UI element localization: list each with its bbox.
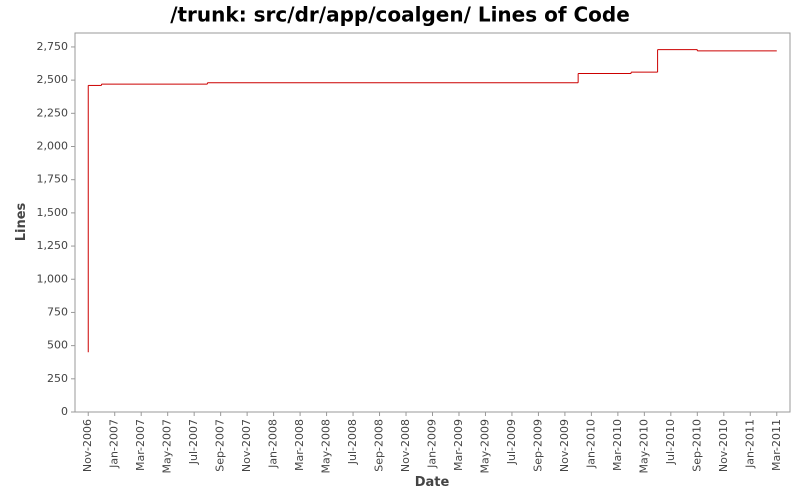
x-tick-label: Nov-2008: [399, 419, 412, 472]
y-tick-label: 2,250: [37, 106, 69, 119]
y-tick-label: 2,500: [37, 73, 69, 86]
y-tick-label: 250: [47, 372, 68, 385]
x-axis-title: Date: [415, 475, 450, 490]
x-tick-label: May-2007: [161, 419, 174, 474]
x-tick-label: Sep-2007: [214, 419, 227, 472]
y-tick-label: 750: [47, 305, 68, 318]
x-tick-label: Jul-2007: [187, 419, 200, 465]
x-tick-label: Sep-2008: [373, 419, 386, 472]
x-tick-label: Mar-2009: [452, 419, 465, 471]
x-tick-label: Sep-2010: [690, 419, 703, 472]
x-tick-label: Mar-2011: [770, 419, 783, 471]
x-tick-label: Sep-2009: [531, 419, 544, 472]
x-tick-label: Jan-2010: [584, 419, 597, 469]
x-tick-label: Jan-2007: [108, 419, 121, 469]
x-tick-label: Nov-2010: [717, 419, 730, 472]
x-tick-label: Jan-2009: [426, 419, 439, 469]
x-tick-label: Nov-2006: [81, 419, 94, 472]
y-tick-label: 2,750: [37, 40, 69, 53]
y-tick-label: 1,500: [37, 206, 69, 219]
x-tick-label: Mar-2008: [293, 419, 306, 471]
y-tick-label: 1,000: [37, 272, 69, 285]
x-tick-label: Mar-2010: [611, 419, 624, 471]
x-tick-label: Jul-2008: [346, 419, 359, 465]
x-tick-label: Mar-2007: [134, 419, 147, 471]
x-tick-label: May-2010: [637, 419, 650, 474]
x-tick-label: Nov-2009: [558, 419, 571, 472]
x-tick-label: Jul-2009: [505, 419, 518, 465]
plot-area: [74, 32, 791, 413]
x-tick-label: May-2008: [320, 419, 333, 474]
y-tick-label: 1,750: [37, 173, 69, 186]
y-axis-title: Lines: [14, 202, 29, 241]
y-tick-label: 500: [47, 339, 68, 352]
y-tick-label: 2,000: [37, 140, 69, 153]
x-tick-label: May-2009: [478, 419, 491, 474]
x-tick-label: Jul-2010: [664, 419, 677, 465]
x-tick-label: Jan-2011: [743, 419, 756, 469]
y-tick-label: 1,250: [37, 239, 69, 252]
y-tick-label: 0: [61, 405, 68, 418]
chart-title: /trunk: src/dr/app/coalgen/ Lines of Cod…: [170, 3, 630, 27]
x-tick-label: Jan-2008: [267, 419, 280, 469]
x-tick-label: Nov-2007: [240, 419, 253, 472]
